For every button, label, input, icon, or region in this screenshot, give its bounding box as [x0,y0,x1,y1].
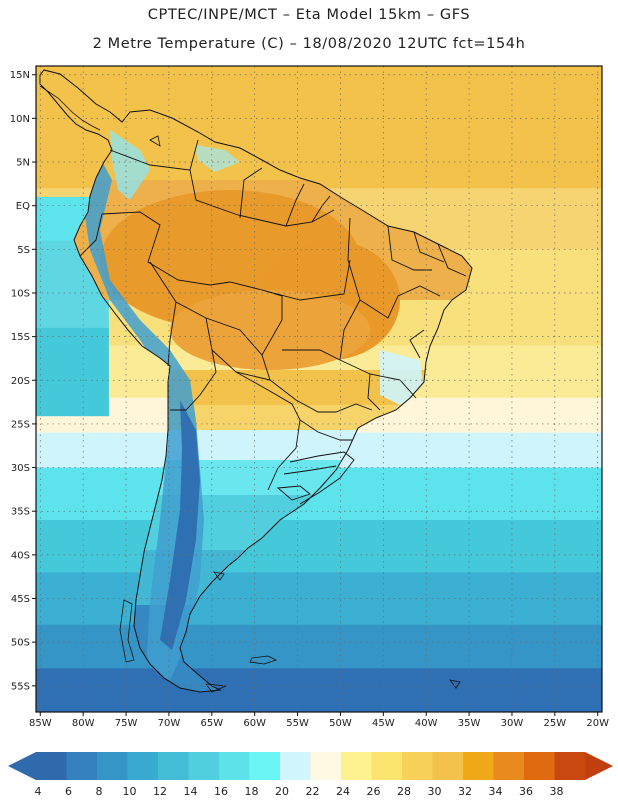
colorbar-cell [158,752,189,780]
lat-tick-label: 40S [11,550,30,561]
map-frame [35,65,603,713]
lat-tick-label: 15S [11,332,30,343]
colorbar-label: 28 [397,785,411,798]
lon-tick-label: 20W [586,718,609,729]
colorbar-cell [219,752,250,780]
colorbar-label: 30 [428,785,442,798]
colorbar-label: 26 [367,785,381,798]
colorbar-cell [463,752,494,780]
colorbar-cell [402,752,433,780]
lat-tick-label: 50S [11,638,30,649]
lat-tick-label: 45S [11,594,30,605]
lat-tick-label: EQ [16,201,30,212]
colorbar: 4 6 8 10 12 14 16 18 20 22 24 26 28 30 32 34 36 38 [8,752,613,798]
lat-tick-label: 10N [10,114,30,125]
latitude-axis: 15N 10N 5N EQ 5S 10S 15S 20S 25S 30S 35S 40S 45S 50S 5… [10,70,36,692]
colorbar-label: 22 [306,785,320,798]
colorbar-label: 20 [275,785,289,798]
colorbar-label: 4 [35,785,42,798]
colorbar-cell [493,752,525,780]
colorbar-label: 6 [65,785,72,798]
colorbar-cell [524,752,555,780]
lon-tick-label: 75W [115,718,138,729]
lon-tick-label: 85W [29,718,52,729]
lon-tick-label: 25W [544,718,567,729]
colorbar-cell [249,752,281,780]
ocean-band-7 [36,519,602,574]
colorbar-cell [310,752,342,780]
lon-tick-label: 50W [329,718,352,729]
central-america-coast [39,85,101,131]
islands [119,135,461,693]
colorbar-right-arrow [585,752,613,780]
colorbar-label: 12 [153,785,167,798]
colorbar-cell [97,752,128,780]
title-line-2: 2 Metre Temperature (C) – 18/08/2020 12U… [92,36,526,52]
colorbar-label: 10 [123,785,137,798]
colorbar-label: 38 [550,785,564,798]
lon-tick-label: 55W [286,718,309,729]
colorbar-cell [554,752,586,780]
colorbar-cell [188,752,220,780]
lat-tick-label: 10S [11,288,30,299]
colorbar-cell [280,752,311,780]
colorbar-label: 14 [184,785,198,798]
lon-tick-label: 70W [158,718,181,729]
lat-tick-label: 55S [11,681,30,692]
lon-tick-label: 35W [458,718,481,729]
lon-tick-label: 65W [200,718,223,729]
colorbar-label: 16 [214,785,228,798]
colorbar-cell [371,752,403,780]
lon-tick-label: 60W [243,718,266,729]
ocean-band-8 [36,572,602,626]
lat-tick-label: 30S [11,463,30,474]
colorbar-label: 18 [245,785,259,798]
graticule [36,66,602,712]
colorbar-cell [432,752,464,780]
colorbar-label: 8 [96,785,103,798]
ocean-band-9 [36,624,602,670]
lon-tick-label: 80W [72,718,95,729]
lat-tick-label: 15N [10,70,30,81]
ocean-band-10 [36,668,602,712]
lat-tick-label: 25S [11,419,30,430]
colorbar-cell [66,752,98,780]
lon-tick-label: 30W [501,718,524,729]
lat-tick-label: 5S [17,245,30,256]
colorbar-cell [36,752,67,780]
lat-tick-label: 5N [16,158,30,169]
colorbar-cell [341,752,372,780]
colorbar-left-arrow [8,752,36,780]
colorbar-label: 36 [519,785,533,798]
colorbar-label: 34 [489,785,503,798]
pacific-band-2 [36,327,109,417]
colorbar-label: 24 [336,785,350,798]
colorbar-cell [127,752,159,780]
longitude-axis: 85W 80W 75W 70W 65W 60W 55W 50W 45W 40W 35W 30W 25W 2… [29,712,609,729]
lon-tick-label: 45W [372,718,395,729]
lon-tick-label: 40W [415,718,438,729]
lat-tick-label: 35S [11,507,30,518]
title-line-1: CPTEC/INPE/MCT – Eta Model 15km – GFS [147,7,471,23]
colorbar-label: 32 [458,785,472,798]
lat-tick-label: 20S [11,376,30,387]
